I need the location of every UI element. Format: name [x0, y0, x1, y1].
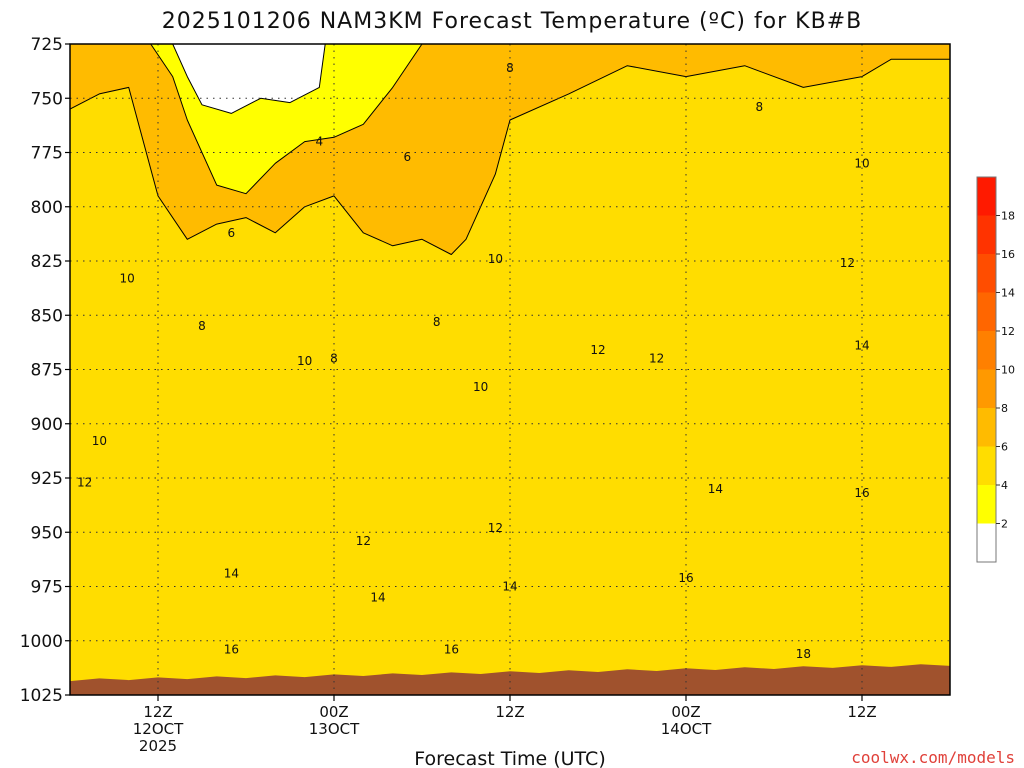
x-tick-label: 2025 [139, 737, 177, 755]
credit-link[interactable]: coolwx.com/models [851, 748, 1015, 767]
y-tick-label: 975 [31, 578, 63, 598]
x-tick-label: 00Z [319, 703, 348, 721]
contour-label: 14 [502, 580, 517, 594]
grid-layer [70, 44, 950, 695]
temp-region-6 [70, 58, 950, 695]
colorbar-label: 12 [1001, 325, 1015, 338]
contour-label: 10 [92, 434, 107, 448]
contour-label: 12 [590, 343, 605, 357]
x-tick-label: 14OCT [661, 720, 712, 738]
colorbar-label: 8 [1001, 402, 1008, 415]
contour-label: 10 [473, 380, 488, 394]
colorbar-label: 14 [1001, 287, 1015, 300]
colorbar-swatch [977, 369, 996, 408]
contour-label: 8 [756, 100, 764, 114]
contour-label: 12 [356, 534, 371, 548]
plot-area: 8 8 10 4 6 6 10 10 12 8 8 8 10 12 12 14 10 10 12 12 12 14 16 14… [70, 44, 950, 695]
y-tick-label: 950 [31, 523, 63, 543]
y-tick-label: 900 [31, 415, 63, 435]
y-tick-label: 800 [31, 198, 63, 218]
colorbar-swatch [977, 177, 996, 216]
x-tick-label: 13OCT [309, 720, 360, 738]
contour-label: 10 [120, 271, 135, 285]
colorbar-swatch [977, 523, 996, 562]
contour-label: 14 [708, 482, 723, 496]
contour-label: 10 [297, 354, 312, 368]
chart-title: 2025101206 NAM3KM Forecast Temperature (… [162, 9, 862, 34]
ground-layer [70, 664, 950, 695]
temperature-regions [70, 44, 950, 695]
contour-label: 16 [678, 571, 693, 585]
contour-labels: 8 8 10 4 6 6 10 10 12 8 8 8 10 12 12 14 10 10 12 12 12 14 16 14… [77, 61, 870, 661]
contour-label: 4 [316, 135, 324, 149]
contour-label: 10 [854, 156, 869, 170]
contour-label: 12 [488, 521, 503, 535]
contour-label: 14 [370, 590, 385, 604]
contour-label: 8 [330, 352, 338, 366]
colorbar-swatch [977, 254, 996, 293]
y-tick-label: 875 [31, 361, 63, 381]
y-tick-label: 925 [31, 469, 63, 489]
x-tick-label: 12Z [495, 703, 524, 721]
colorbar-label: 10 [1001, 364, 1015, 377]
contour-label: 16 [224, 642, 239, 656]
colorbar-label: 18 [1001, 210, 1015, 223]
x-tick-label: 00Z [671, 703, 700, 721]
colorbar-swatch [977, 331, 996, 370]
ground-surface [70, 664, 950, 695]
colorbar-swatch [977, 485, 996, 524]
contour-label: 14 [224, 566, 239, 580]
colorbar-label: 6 [1001, 441, 1008, 454]
y-tick-label: 725 [31, 35, 63, 55]
contour-label: 8 [198, 319, 206, 333]
y-tick-label: 1025 [20, 686, 63, 706]
y-tick-label: 850 [31, 306, 63, 326]
colorbar-label: 2 [1001, 518, 1008, 531]
colorbar: 2 4 6 8 10 12 14 16 18 [976, 176, 1015, 563]
contour-label: 8 [506, 61, 514, 75]
contour-label: 12 [840, 256, 855, 270]
colorbar-swatch [977, 446, 996, 485]
contour-label: 14 [854, 339, 869, 353]
contour-label: 18 [796, 647, 811, 661]
temp-region-2 [172, 44, 326, 114]
contour-label: 16 [444, 642, 459, 656]
colorbar-swatch [977, 292, 996, 331]
y-tick-label: 825 [31, 252, 63, 272]
contour-label: 8 [433, 315, 441, 329]
colorbar-label: 4 [1001, 479, 1008, 492]
x-tick-label: 12Z [847, 703, 876, 721]
y-tick-label: 775 [31, 144, 63, 164]
contour-label: 6 [404, 150, 412, 164]
colorbar-swatch [977, 408, 996, 447]
y-axis: 725 750 775 800 825 850 875 900 925 950 975 1000 102… [20, 35, 70, 706]
contour-label: 10 [488, 252, 503, 266]
y-tick-label: 750 [31, 89, 63, 109]
x-axis-title: Forecast Time (UTC) [414, 748, 605, 768]
contour-label: 6 [228, 226, 236, 240]
colorbar-label: 16 [1001, 248, 1015, 261]
colorbar-swatch [977, 215, 996, 254]
x-tick-label: 12Z [143, 703, 172, 721]
contour-label: 12 [649, 352, 664, 366]
y-tick-label: 1000 [20, 632, 63, 652]
contour-label: 16 [854, 486, 869, 500]
contour-label: 12 [77, 475, 92, 489]
x-tick-label: 12OCT [133, 720, 184, 738]
